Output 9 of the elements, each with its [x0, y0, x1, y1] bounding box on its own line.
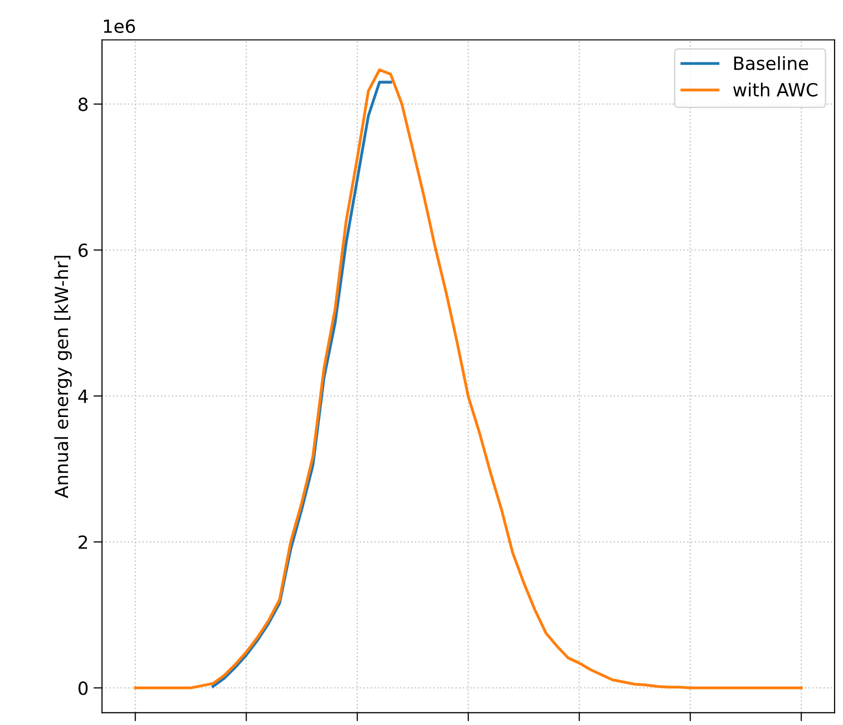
y-axis-title: Annual energy gen [kW-hr] [54, 256, 72, 498]
y-tick-label: 6 [78, 243, 88, 258]
y-tick-label: 8 [78, 98, 88, 112]
y-tick-label: 2 [78, 535, 87, 549]
legend-label: with AWC [733, 82, 818, 97]
legend-label: Baseline [734, 56, 808, 70]
text: 1e6 [104, 19, 135, 34]
y-tick-label: 0 [78, 681, 88, 695]
y-tick-label: 4 [78, 390, 88, 403]
